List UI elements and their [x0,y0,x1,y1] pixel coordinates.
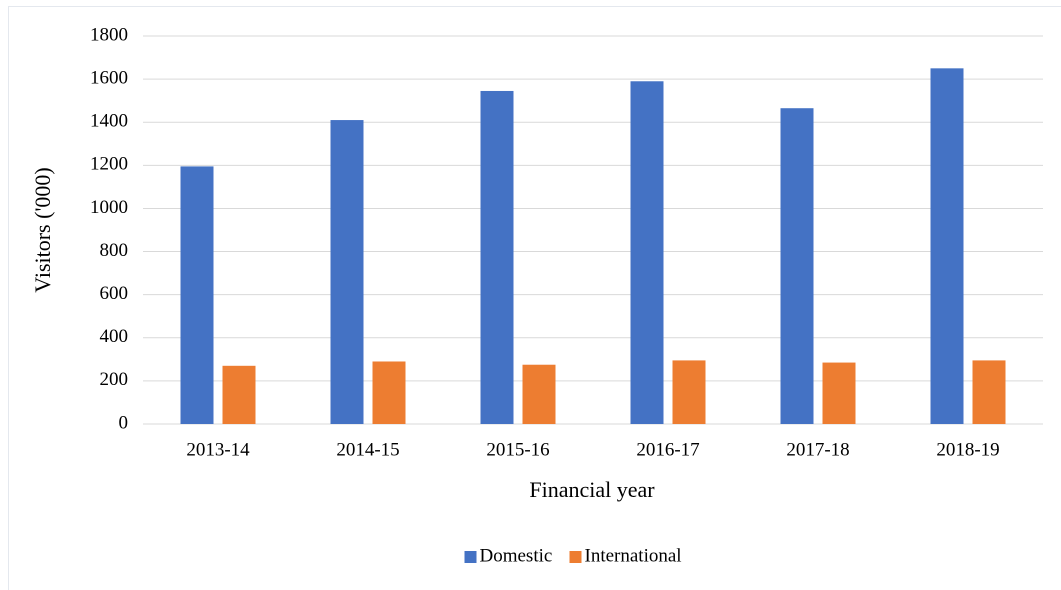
bar [972,360,1006,424]
y-tick-label: 600 [100,283,129,304]
bar [930,68,964,424]
bar [222,365,256,424]
y-tick-label: 1200 [90,154,128,175]
bar [672,360,706,424]
y-tick-label: 1000 [90,197,128,218]
x-tick-label: 2015-16 [486,439,549,460]
x-tick-label: 2014-15 [336,439,399,460]
y-tick-label: 800 [100,240,129,261]
y-tick-label: 200 [100,369,129,390]
x-axis-title: Financial year [529,477,655,502]
legend-swatch [569,551,582,563]
y-tick-label: 1600 [90,67,128,88]
x-tick-label: 2016-17 [636,439,699,460]
x-tick-label: 2017-18 [786,439,849,460]
bar [822,362,856,424]
bar [372,361,406,424]
y-tick-label: 1400 [90,111,128,132]
bar [522,364,556,424]
legend-label: Domestic [480,545,553,566]
chart-border [8,6,1061,590]
y-tick-label: 0 [119,412,129,433]
y-axis-title: Visitors ('000) [30,167,55,292]
y-tick-label: 1800 [90,24,128,45]
bar [780,108,814,424]
x-tick-label: 2018-19 [936,439,999,460]
bar [480,90,514,424]
legend-label: International [585,545,682,566]
legend-swatch [464,551,477,563]
bar [330,120,364,425]
bar [630,81,664,425]
y-tick-label: 400 [100,326,129,347]
bar [180,166,214,424]
x-tick-label: 2013-14 [186,439,250,460]
